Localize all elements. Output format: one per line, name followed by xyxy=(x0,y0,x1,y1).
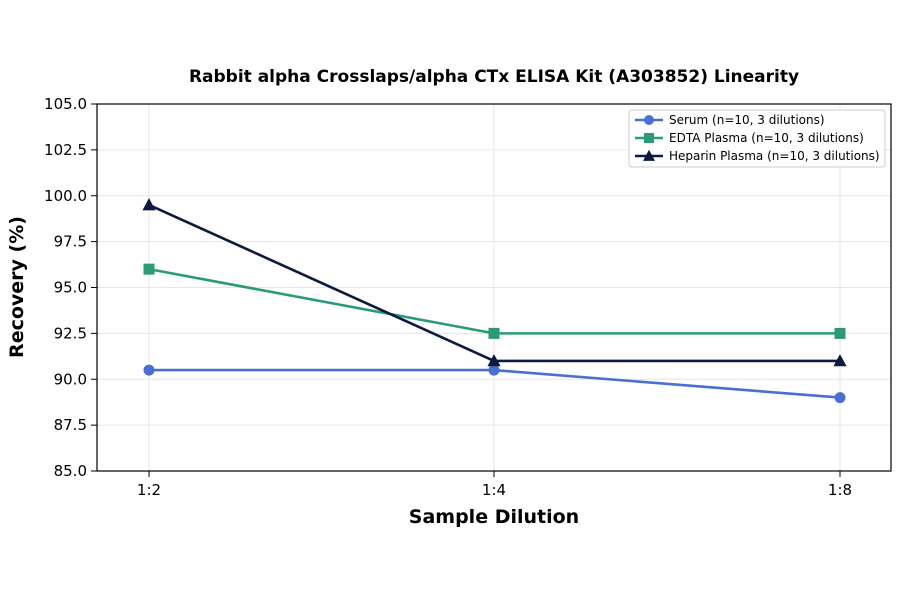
y-tick-label: 105.0 xyxy=(44,95,87,113)
y-tick-label: 100.0 xyxy=(44,187,87,205)
series-3 xyxy=(142,198,847,367)
legend-swatch-marker xyxy=(644,115,654,125)
data-point xyxy=(834,327,846,339)
legend-swatch-marker xyxy=(642,149,656,161)
y-tick-label: 102.5 xyxy=(44,141,87,159)
data-point xyxy=(143,263,155,275)
data-point xyxy=(487,354,501,367)
data-point xyxy=(488,327,500,339)
x-axis-label: Sample Dilution xyxy=(409,506,579,528)
y-tick-label: 85.0 xyxy=(54,462,87,480)
x-tick-label: 1:8 xyxy=(828,481,852,499)
y-tick-label: 92.5 xyxy=(54,324,87,342)
legend-label: Heparin Plasma (n=10, 3 dilutions) xyxy=(669,149,880,163)
axis-ticks: 85.0 87.5 90.0 92.5 95.0 97.5 100.0 102.5 105.0 1… xyxy=(44,95,852,499)
data-point xyxy=(833,354,847,367)
x-tick-label: 1:4 xyxy=(482,481,506,499)
y-tick-label: 87.5 xyxy=(54,416,87,434)
x-tick-label: 1:2 xyxy=(137,481,161,499)
legend-label: Serum (n=10, 3 dilutions) xyxy=(669,113,825,127)
y-tick-label: 90.0 xyxy=(54,370,87,388)
y-axis-label: Recovery (%) xyxy=(6,216,28,358)
legend-item: Serum (n=10, 3 dilutions) xyxy=(635,113,825,127)
chart-title: Rabbit alpha Crosslaps/alpha CTx ELISA K… xyxy=(189,67,799,87)
series-1 xyxy=(143,364,846,404)
plot-series xyxy=(142,198,847,404)
legend-label: EDTA Plasma (n=10, 3 dilutions) xyxy=(669,131,864,145)
legend-box xyxy=(628,109,886,168)
legend-item: Heparin Plasma (n=10, 3 dilutions) xyxy=(635,149,880,163)
data-point xyxy=(143,364,155,376)
data-point xyxy=(834,392,846,404)
legend-item: EDTA Plasma (n=10, 3 dilutions) xyxy=(635,131,864,145)
data-point xyxy=(488,364,500,376)
legend-swatch-marker xyxy=(644,133,654,143)
series-2 xyxy=(143,263,846,339)
y-tick-label: 97.5 xyxy=(54,233,87,251)
data-point xyxy=(142,198,156,211)
y-tick-label: 95.0 xyxy=(54,279,87,297)
legend: Serum (n=10, 3 dilutions) EDTA Plasma (n=… xyxy=(628,109,886,168)
